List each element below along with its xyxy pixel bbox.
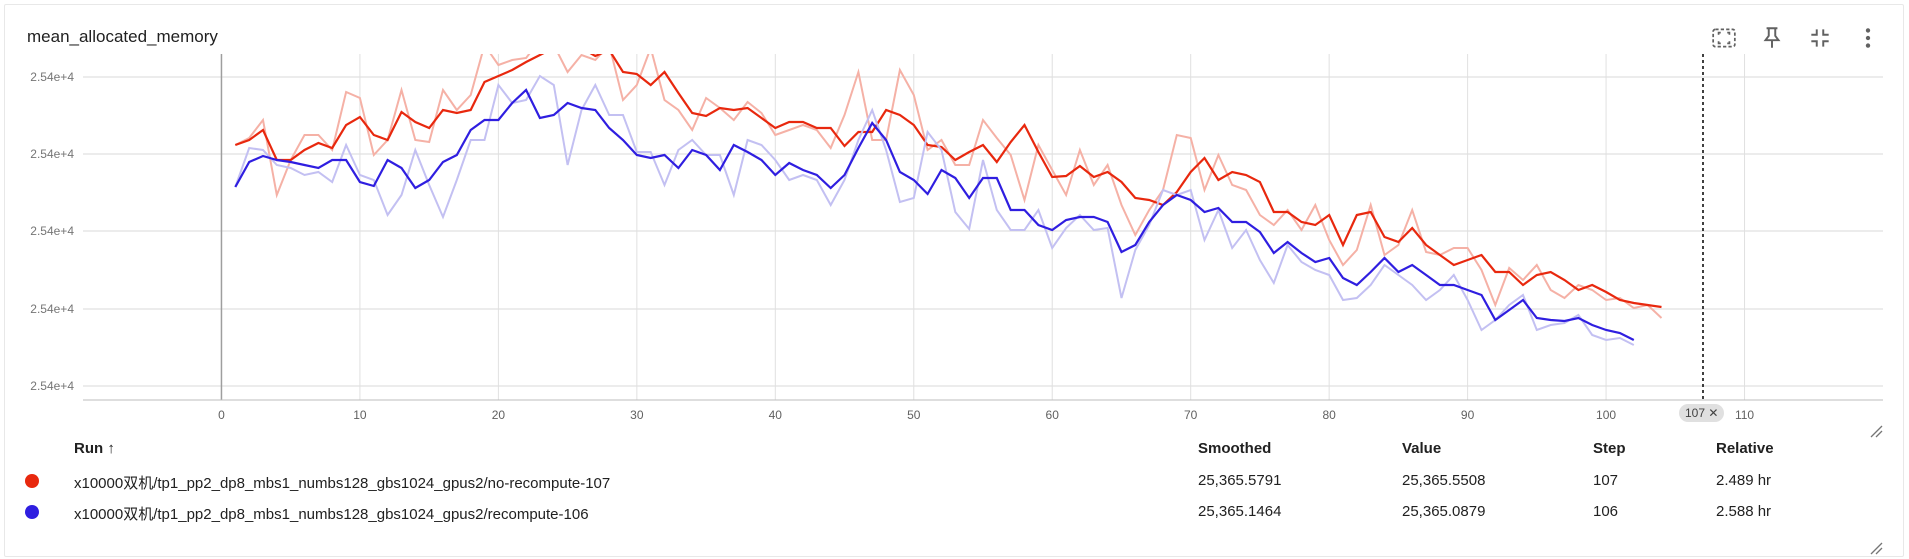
x-tick-label: 110 [1735,408,1754,422]
collapse-button[interactable] [1803,21,1837,55]
hover-step-badge[interactable]: 107 ✕ [1679,404,1725,422]
line-chart[interactable]: 2.54e+4 2.54e+4 2.54e+4 2.54e+4 2.54e+4 0 10 20… [0,0,1909,440]
raw-value: 25,365.0879 [1402,503,1486,520]
y-tick-label: 2.54e+4 [30,70,74,84]
resize-handle-icon[interactable] [1869,424,1883,438]
header-run[interactable]: Run ↑ [74,440,115,457]
fit-to-screen-icon [1712,28,1736,48]
x-tick-label: 0 [218,408,225,422]
x-tick-label: 100 [1596,408,1616,422]
collapse-icon [1811,29,1829,47]
header-relative[interactable]: Relative [1716,440,1774,457]
y-tick-label: 2.54e+4 [30,379,74,393]
chart-card: mean_allocated_memory [4,4,1904,557]
raw-series-line-2 [234,74,1635,346]
y-tick-label: 2.54e+4 [30,302,74,316]
relative-value: 2.588 hr [1716,503,1772,520]
more-vert-icon [1865,28,1871,48]
x-tick-label: 60 [1046,408,1060,422]
run-name: x10000双机/tp1_pp2_dp8_mbs1_numbs128_gbs10… [74,506,589,523]
smoothed-series-line-2 [234,88,1635,341]
pin-icon [1763,27,1781,48]
step-value: 106 [1593,503,1619,520]
fit-to-screen-button[interactable] [1707,21,1741,55]
close-icon[interactable]: ✕ [1708,406,1719,420]
x-tick-label: 10 [353,408,367,422]
pin-button[interactable] [1755,21,1789,55]
hover-step-value: 107 [1685,406,1706,420]
series-color-dot [25,474,39,488]
header-smoothed[interactable]: Smoothed [1198,440,1272,457]
chart-title: mean_allocated_memory [27,27,218,46]
chart-toolbar [1707,21,1885,55]
step-value: 107 [1593,472,1619,489]
x-tick-label: 20 [492,408,506,422]
header-value[interactable]: Value [1402,440,1442,457]
raw-value: 25,365.5508 [1402,472,1486,489]
y-tick-label: 2.54e+4 [30,147,74,161]
table-resize-handle-icon[interactable] [1869,541,1883,555]
smoothed-series-line-1 [234,54,1662,309]
x-tick-label: 30 [630,408,644,422]
series-color-dot [25,505,39,519]
x-tick-label: 90 [1461,408,1475,422]
table-row[interactable]: x10000双机/tp1_pp2_dp8_mbs1_numbs128_gbs10… [0,470,1909,500]
more-options-button[interactable] [1851,21,1885,55]
x-tick-label: 80 [1322,408,1336,422]
run-name: x10000双机/tp1_pp2_dp8_mbs1_numbs128_gbs10… [74,475,611,492]
header-step[interactable]: Step [1593,440,1626,457]
relative-value: 2.489 hr [1716,472,1772,489]
smoothed-value: 25,365.5791 [1198,472,1282,489]
y-tick-label: 2.54e+4 [30,224,74,238]
x-tick-label: 70 [1184,408,1198,422]
table-row[interactable]: x10000双机/tp1_pp2_dp8_mbs1_numbs128_gbs10… [0,501,1909,531]
smoothed-value: 25,365.1464 [1198,503,1282,520]
x-tick-label: 40 [769,408,783,422]
x-tick-label: 50 [907,408,921,422]
